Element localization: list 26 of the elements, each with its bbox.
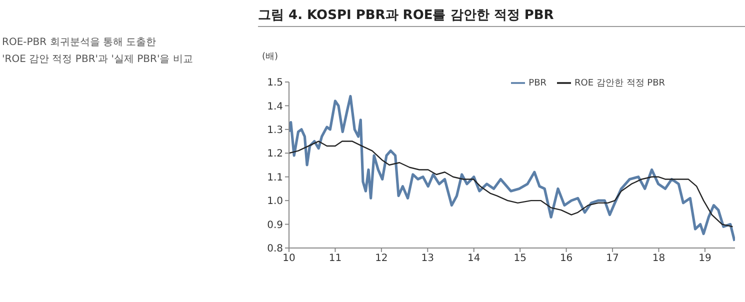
y-axis-title: (배) [262,51,278,63]
line-series [289,140,734,228]
y-tick-label: 1.5 [267,78,283,89]
chart-title: 그림 4. KOSPI PBR과 ROE를 감안한 적정 PBR [258,7,554,24]
x-tick-label: 11 [328,253,342,264]
y-tick-label: 1.3 [267,124,283,136]
x-tick-label: 12 [375,253,388,264]
line-series [289,94,735,242]
legend-label: ROE 감안한 적정 PBR [574,78,665,88]
x-tick-label: 10 [282,253,296,264]
text: ROE-PBR 회귀분석을 통해 도출한 [2,36,158,50]
y-tick-label: 0.8 [267,244,283,255]
x-tick-label: 13 [421,253,434,264]
x-tick-label: 15 [514,253,526,264]
y-tick-label: 1.2 [267,148,283,160]
legend-label: PBR [528,78,547,88]
x-tick-label: 19 [698,253,712,264]
x-tick-label: 16 [560,253,573,264]
y-tick-label: 1.0 [267,196,283,208]
y-tick-label: 1.1 [267,172,283,184]
x-tick-label: 17 [606,253,619,264]
y-tick-label: 1.4 [267,101,283,112]
x-tick-label: 14 [468,253,480,264]
y-tick-label: 0.9 [267,220,283,231]
text: 'ROE 감안 적정 PBR'과 '실제 PBR'을 비교 [2,53,193,67]
x-tick-label: 18 [652,253,666,264]
